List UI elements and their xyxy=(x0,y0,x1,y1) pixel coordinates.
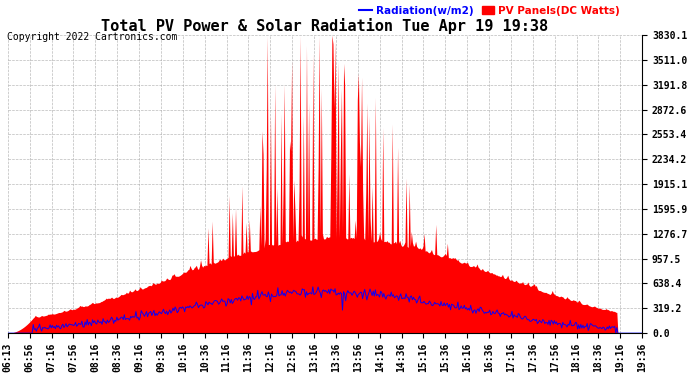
Title: Total PV Power & Solar Radiation Tue Apr 19 19:38: Total PV Power & Solar Radiation Tue Apr… xyxy=(101,18,549,34)
Text: Copyright 2022 Cartronics.com: Copyright 2022 Cartronics.com xyxy=(7,32,177,42)
Legend: Radiation(w/m2), PV Panels(DC Watts): Radiation(w/m2), PV Panels(DC Watts) xyxy=(355,2,624,20)
